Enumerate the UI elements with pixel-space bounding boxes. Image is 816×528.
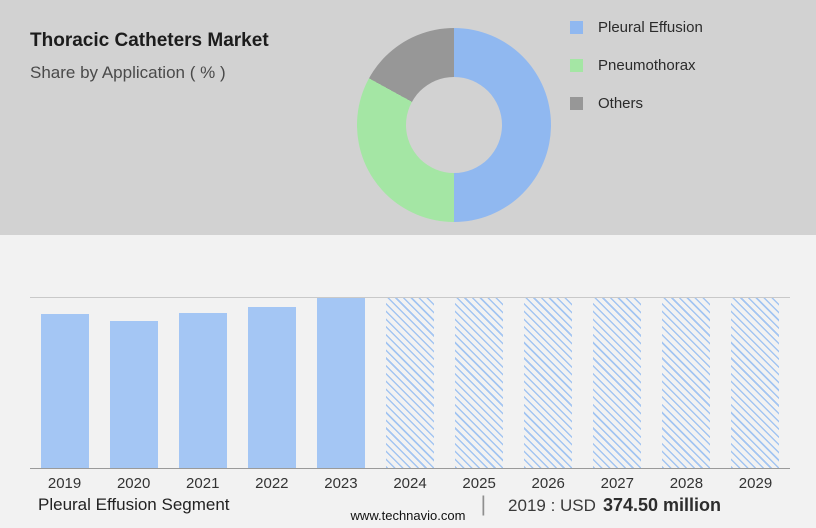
legend-item-pleural-effusion: Pleural Effusion <box>570 16 703 38</box>
legend-label: Pleural Effusion <box>598 18 703 36</box>
bar-chart-panel: 2019 2020 2021 2022 2023 2024 2025 2026 2027 2028… <box>0 235 816 528</box>
x-label-2024: 2024 <box>393 475 427 492</box>
forecast-bar-2028 <box>662 297 711 468</box>
forecast-bar-2027 <box>593 297 642 468</box>
x-label-2019: 2019 <box>47 475 82 492</box>
x-label-2022: 2022 <box>255 475 289 492</box>
segment-label: Pleural Effusion Segment <box>38 495 230 514</box>
bar-2019 <box>40 313 89 468</box>
forecast-bar-2025 <box>455 297 504 468</box>
page-title: Thoracic Catheters Market <box>30 30 269 51</box>
legend-swatch <box>570 20 583 34</box>
forecast-bar-2029 <box>731 297 780 468</box>
x-label-2021: 2021 <box>186 475 220 492</box>
x-label-2028: 2028 <box>669 475 704 492</box>
header-panel: Thoracic Catheters Market Share by Appli… <box>0 0 816 235</box>
x-axis-labels: 2019 2020 2021 2022 2023 2024 2025 2026 2027 2028… <box>30 475 790 492</box>
legend-swatch <box>570 96 583 110</box>
footer-row: Pleural Effusion Segment | 2019 : USD 37… <box>38 493 721 517</box>
x-label-2027: 2027 <box>600 475 634 492</box>
bar-2022 <box>247 306 296 468</box>
legend-item-pneumothorax: Pneumothorax <box>570 54 703 76</box>
bar-2023 <box>316 297 365 468</box>
forecast-bar-2026 <box>524 297 573 468</box>
plot-top-gridline <box>30 297 790 298</box>
x-label-2026: 2026 <box>531 475 565 492</box>
legend-label: Others <box>598 94 644 112</box>
footer-divider: | <box>480 493 487 516</box>
x-label-2020: 2020 <box>116 475 151 492</box>
forecast-bar-2024 <box>386 297 435 468</box>
donut-hole <box>406 77 502 173</box>
page-subtitle: Share by Application ( % ) <box>30 63 226 82</box>
legend-item-others: Others <box>570 92 703 114</box>
title-block: Thoracic Catheters Market Share by Appli… <box>30 30 269 83</box>
donut-chart <box>357 28 551 222</box>
bar-2020 <box>109 320 158 468</box>
bar-2021 <box>178 312 227 468</box>
legend-label: Pneumothorax <box>598 56 696 74</box>
value-bold: 374.50 million <box>602 495 721 515</box>
footer-value-group: | 2019 : USD 374.50 million <box>481 493 721 517</box>
legend-swatch <box>570 58 583 72</box>
x-label-2025: 2025 <box>462 475 496 492</box>
x-label-2023: 2023 <box>324 475 358 492</box>
x-label-2029: 2029 <box>738 475 773 492</box>
donut-legend: Pleural Effusion Pneumothorax Others <box>570 16 703 130</box>
website-link[interactable]: www.technavio.com <box>350 508 466 523</box>
bars-container <box>30 297 790 468</box>
value-prefix: 2019 : USD <box>508 496 596 515</box>
bar-chart <box>30 297 790 469</box>
